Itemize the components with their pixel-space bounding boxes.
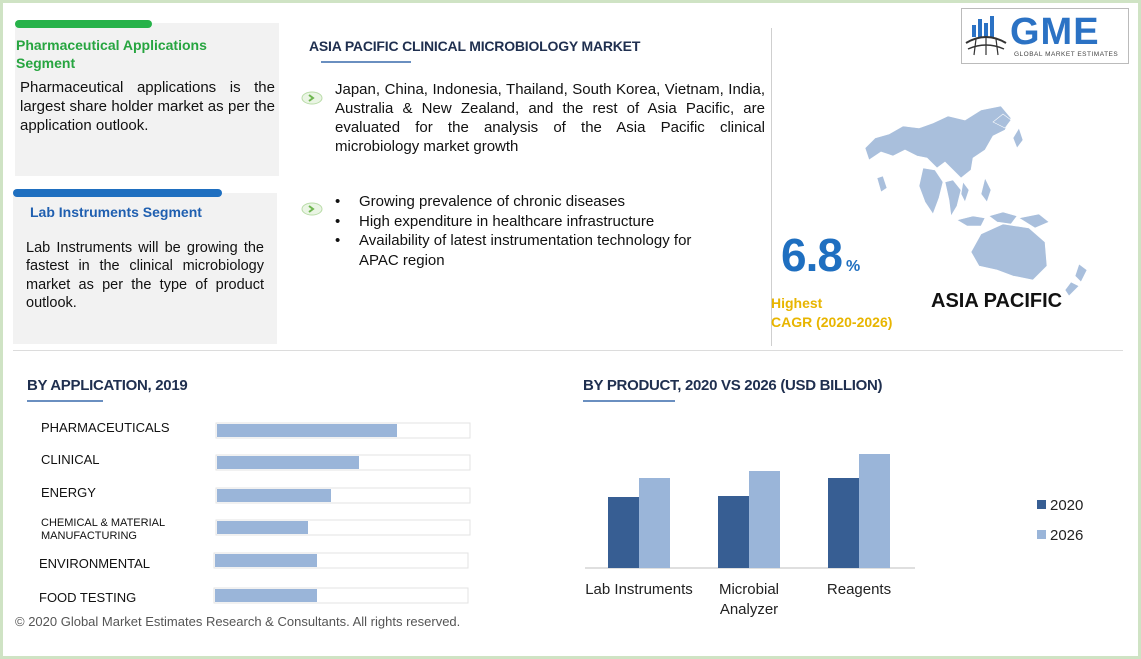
pharma-segment-title: Pharmaceutical Applications Segment — [16, 37, 207, 71]
application-tick-label: CHEMICAL & MATERIAL MANUFACTURING — [41, 517, 165, 542]
application-tick-label: FOOD TESTING — [39, 590, 137, 605]
product-tick-label: Reagents — [827, 581, 891, 598]
lab-segment-title: Lab Instruments Segment — [30, 204, 202, 220]
application-tick-label: ENVIRONMENTAL — [39, 556, 150, 571]
main-title-underline — [321, 61, 411, 63]
product-tick-label: Analyzer — [720, 601, 778, 618]
product-tick-label: Lab Instruments — [585, 581, 693, 598]
application-tick-label: CLINICAL — [41, 452, 100, 467]
application-tick-label: ENERGY — [41, 485, 96, 500]
cagr-value: 6.8 — [781, 229, 843, 281]
legend-swatch — [1037, 500, 1046, 509]
application-chart-title: BY APPLICATION, 2019 — [27, 377, 188, 394]
application-tick-label: PHARMACEUTICALS — [41, 420, 170, 435]
product-bar-2020 — [608, 497, 639, 568]
lab-segment-body: Lab Instruments will be growing the fast… — [26, 240, 264, 311]
pharma-segment-body: Pharmaceutical applications is the large… — [20, 79, 275, 134]
intro-paragraph: Japan, China, Indonesia, Thailand, South… — [335, 81, 765, 155]
product-bar-2020 — [828, 478, 859, 568]
application-bar — [215, 554, 317, 567]
application-bar — [217, 489, 331, 502]
list-item: Growing prevalence of chronic diseases — [333, 192, 733, 212]
cagr-label-line2: CAGR (2020-2026) — [771, 314, 893, 330]
logo-text: GME — [1010, 11, 1100, 53]
product-bar-2026 — [749, 471, 780, 568]
list-item: High expenditure in healthcare infrastru… — [333, 212, 733, 232]
application-bar — [217, 521, 308, 534]
section-divider — [771, 28, 772, 346]
region-label: ASIA PACIFIC — [931, 290, 1063, 312]
section-divider — [13, 350, 1123, 351]
product-bar-chart: Lab Instruments Microbial Analyzer Reagents… — [585, 454, 1083, 618]
logo-subtitle: GLOBAL MARKET ESTIMATES — [1014, 51, 1119, 58]
product-chart-title: BY PRODUCT, 2020 VS 2026 (USD BILLION) — [583, 377, 883, 394]
application-bar — [217, 424, 397, 437]
footer-copyright: © 2020 Global Market Estimates Research … — [15, 614, 461, 629]
lab-segment-accent — [13, 189, 222, 197]
asia-pacific-map — [864, 105, 1088, 297]
chevron-right-icon — [301, 202, 323, 216]
application-bar-chart — [213, 422, 471, 604]
pharma-segment-card — [15, 23, 279, 176]
legend-label: 2020 — [1050, 497, 1083, 514]
legend-swatch — [1037, 530, 1046, 539]
legend-label: 2026 — [1050, 527, 1083, 544]
globe-chart-logo-icon — [965, 16, 1007, 56]
cagr-label-line1: Highest — [771, 295, 823, 311]
logo: GME GLOBAL MARKET ESTIMATES — [961, 8, 1129, 64]
lab-segment-card — [13, 193, 277, 344]
application-bar — [215, 589, 317, 602]
application-bar — [217, 456, 359, 469]
application-title-underline — [27, 400, 103, 402]
product-title-underline — [583, 400, 675, 402]
product-bar-2020 — [718, 496, 749, 568]
product-tick-label: Microbial — [719, 581, 779, 598]
chevron-right-icon — [301, 91, 323, 105]
cagr-unit: % — [846, 258, 861, 275]
drivers-list: Growing prevalence of chronic diseases H… — [333, 192, 733, 270]
list-item: Availability of latest instrumentation t… — [333, 231, 733, 270]
pharma-segment-accent — [15, 20, 152, 28]
product-bar-2026 — [859, 454, 890, 568]
main-title: ASIA PACIFIC CLINICAL MICROBIOLOGY MARKE… — [309, 38, 641, 54]
product-bar-2026 — [639, 478, 670, 568]
